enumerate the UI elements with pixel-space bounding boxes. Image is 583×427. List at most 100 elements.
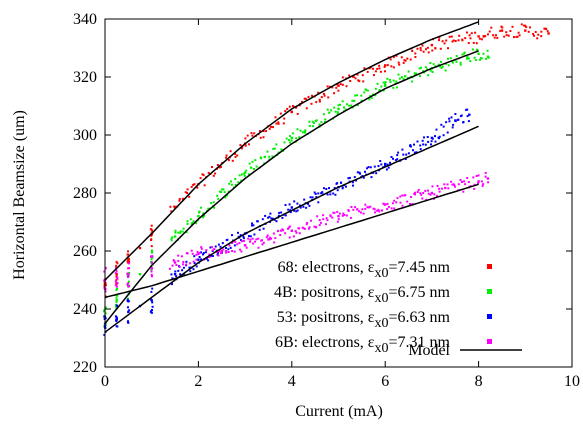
- data-point: [396, 197, 399, 200]
- data-point: [429, 69, 432, 72]
- data-point: [322, 113, 325, 116]
- data-point: [454, 185, 456, 188]
- data-point: [389, 58, 392, 61]
- data-point: [442, 125, 445, 128]
- data-point: [186, 188, 189, 191]
- data-point: [414, 56, 417, 58]
- data-point: [213, 248, 216, 250]
- data-point: [451, 61, 454, 64]
- data-point: [399, 201, 402, 204]
- legend-label-0: 68: electrons, εx0=7.45 nm: [278, 259, 451, 281]
- data-point: [374, 87, 377, 90]
- data-point: [249, 235, 252, 238]
- data-point: [396, 158, 399, 161]
- data-point: [376, 67, 379, 70]
- data-point: [305, 206, 308, 209]
- data-point: [386, 163, 389, 166]
- data-point: [441, 40, 444, 43]
- data-point: [426, 46, 429, 49]
- data-point: [179, 230, 182, 233]
- data-point: [198, 251, 201, 254]
- data-point: [198, 256, 201, 258]
- data-point: [208, 253, 211, 256]
- data-point: [239, 144, 242, 147]
- data-point: [419, 75, 421, 78]
- data-point: [329, 193, 332, 196]
- data-point: [320, 192, 323, 195]
- data-point: [115, 275, 118, 278]
- data-point: [234, 155, 237, 158]
- data-point: [422, 50, 425, 53]
- data-point: [353, 176, 356, 179]
- data-point: [369, 166, 372, 169]
- data-point: [488, 30, 491, 33]
- data-point: [454, 113, 457, 115]
- data-point: [407, 152, 410, 155]
- data-point: [202, 252, 205, 255]
- data-point: [238, 242, 241, 245]
- data-point: [252, 224, 255, 227]
- data-point: [476, 49, 479, 52]
- data-point: [181, 197, 184, 200]
- data-point: [348, 104, 351, 107]
- data-point: [225, 251, 228, 254]
- data-point: [262, 136, 265, 139]
- data-point: [344, 108, 347, 111]
- data-point: [288, 236, 291, 239]
- data-point: [220, 191, 223, 193]
- data-point: [523, 24, 526, 27]
- y-tick-label: 220: [73, 359, 97, 376]
- data-point: [509, 30, 512, 32]
- data-point: [441, 65, 444, 68]
- data-point: [317, 201, 320, 204]
- data-point: [430, 191, 434, 195]
- data-point: [231, 241, 234, 244]
- data-point: [303, 227, 306, 230]
- data-point: [427, 74, 430, 77]
- data-point: [370, 96, 373, 99]
- data-point: [173, 235, 177, 238]
- data-point: [151, 255, 154, 258]
- data-point: [185, 231, 188, 234]
- data-point: [368, 206, 371, 209]
- data-point: [200, 247, 203, 250]
- data-point: [447, 57, 449, 60]
- data-point: [336, 220, 339, 223]
- data-point: [395, 54, 398, 57]
- data-point: [186, 222, 189, 225]
- data-point: [345, 185, 347, 188]
- data-point: [484, 175, 487, 178]
- data-point: [268, 158, 271, 161]
- data-point: [431, 185, 434, 188]
- data-point: [484, 35, 487, 38]
- data-point: [468, 113, 471, 116]
- data-point: [345, 214, 348, 217]
- series-0: [103, 23, 550, 299]
- data-point: [399, 195, 402, 198]
- data-point: [459, 179, 462, 181]
- data-point: [469, 60, 472, 63]
- data-point: [289, 209, 292, 212]
- data-point: [236, 243, 239, 246]
- data-point: [277, 121, 280, 124]
- data-point: [445, 121, 448, 124]
- data-point: [360, 99, 363, 102]
- data-point: [181, 230, 184, 233]
- data-point: [334, 193, 337, 196]
- data-point: [116, 325, 119, 328]
- data-point: [216, 194, 219, 197]
- data-point: [316, 215, 319, 218]
- data-point: [253, 168, 255, 170]
- data-point: [215, 251, 218, 254]
- data-point: [196, 186, 199, 189]
- data-point: [312, 122, 315, 124]
- data-point: [198, 210, 201, 213]
- data-point: [420, 193, 423, 196]
- data-point: [467, 42, 470, 45]
- data-point: [114, 272, 117, 275]
- data-point: [213, 206, 216, 209]
- data-point: [438, 187, 441, 190]
- data-point: [279, 229, 282, 232]
